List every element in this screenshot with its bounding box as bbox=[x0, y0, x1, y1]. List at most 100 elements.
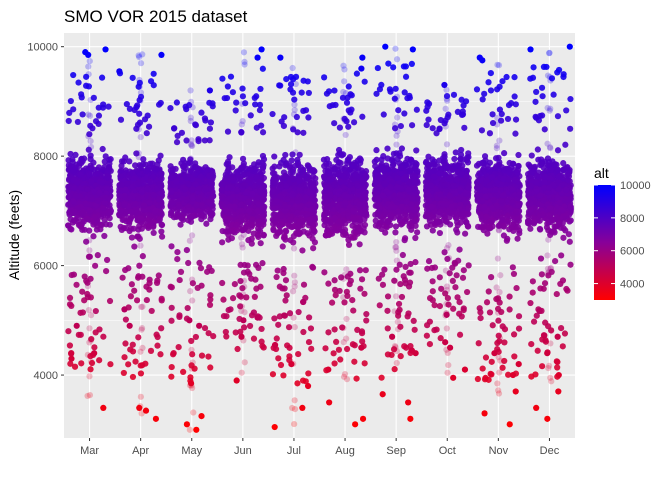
data-point bbox=[103, 221, 110, 228]
data-point bbox=[287, 86, 294, 93]
data-point bbox=[361, 290, 368, 297]
data-point bbox=[409, 46, 416, 53]
data-point bbox=[85, 63, 92, 70]
data-point bbox=[289, 190, 296, 198]
data-point bbox=[342, 131, 349, 139]
data-point bbox=[292, 80, 299, 88]
data-point bbox=[134, 102, 141, 109]
data-point bbox=[270, 226, 277, 233]
data-point bbox=[401, 237, 408, 244]
data-point bbox=[189, 194, 196, 201]
data-point bbox=[87, 201, 94, 208]
data-point bbox=[177, 268, 185, 276]
data-point bbox=[397, 122, 404, 130]
data-point bbox=[337, 171, 345, 178]
data-point bbox=[392, 223, 400, 230]
data-point bbox=[253, 174, 261, 181]
data-point bbox=[353, 375, 360, 382]
data-point bbox=[86, 112, 94, 119]
data-point bbox=[87, 137, 94, 145]
data-point bbox=[136, 79, 143, 86]
data-point bbox=[289, 404, 296, 412]
data-point bbox=[278, 221, 285, 228]
data-point bbox=[393, 257, 400, 264]
data-point bbox=[65, 117, 72, 125]
data-point bbox=[350, 119, 358, 126]
data-point bbox=[196, 322, 203, 329]
data-point bbox=[126, 218, 133, 225]
data-point bbox=[321, 211, 328, 218]
data-point bbox=[259, 342, 266, 350]
data-point bbox=[230, 177, 237, 184]
data-point bbox=[361, 201, 369, 208]
data-point bbox=[223, 94, 231, 102]
data-point bbox=[95, 164, 103, 171]
data-point bbox=[137, 60, 145, 67]
data-point bbox=[233, 221, 240, 228]
data-point bbox=[86, 58, 93, 65]
data-point bbox=[241, 58, 248, 65]
data-point bbox=[281, 114, 288, 121]
data-point bbox=[154, 342, 161, 349]
data-point bbox=[131, 287, 138, 294]
data-point bbox=[152, 207, 159, 214]
data-point bbox=[247, 179, 254, 186]
data-point bbox=[145, 224, 152, 231]
data-point bbox=[198, 202, 205, 209]
data-point bbox=[188, 276, 196, 283]
data-point bbox=[356, 241, 363, 248]
data-point bbox=[143, 296, 150, 304]
data-point bbox=[254, 208, 261, 215]
data-point bbox=[335, 204, 342, 211]
data-point bbox=[87, 337, 95, 344]
data-point bbox=[238, 128, 245, 136]
data-point bbox=[189, 384, 196, 392]
data-point bbox=[296, 177, 303, 184]
data-point bbox=[81, 297, 88, 304]
data-point bbox=[254, 54, 261, 61]
data-point bbox=[280, 269, 287, 277]
data-point bbox=[328, 175, 335, 182]
data-point bbox=[107, 361, 114, 368]
data-point bbox=[92, 307, 99, 315]
data-point bbox=[189, 351, 196, 358]
data-point bbox=[176, 276, 183, 284]
data-point bbox=[398, 203, 405, 210]
data-point bbox=[326, 399, 333, 406]
data-point bbox=[95, 112, 103, 119]
data-point bbox=[397, 185, 404, 192]
data-point bbox=[408, 122, 416, 129]
data-point bbox=[308, 206, 315, 213]
data-point bbox=[192, 122, 200, 129]
data-point bbox=[412, 350, 419, 357]
data-point bbox=[96, 326, 103, 333]
data-point bbox=[206, 301, 214, 309]
data-point bbox=[105, 103, 112, 110]
data-point bbox=[392, 293, 400, 300]
data-point bbox=[71, 184, 78, 192]
data-point bbox=[155, 272, 162, 279]
data-point bbox=[281, 174, 289, 181]
data-point bbox=[173, 99, 180, 106]
data-point bbox=[348, 106, 355, 113]
data-point bbox=[401, 343, 408, 350]
data-point bbox=[374, 211, 381, 218]
data-point bbox=[135, 149, 142, 157]
data-point bbox=[132, 200, 139, 208]
data-point bbox=[299, 404, 306, 411]
data-point bbox=[289, 151, 296, 158]
data-point bbox=[96, 357, 103, 364]
data-point bbox=[138, 326, 145, 333]
data-point bbox=[269, 110, 276, 118]
data-point bbox=[153, 279, 161, 287]
data-point bbox=[254, 232, 262, 239]
data-point bbox=[188, 232, 196, 239]
data-point bbox=[74, 118, 81, 126]
data-point bbox=[189, 297, 196, 304]
data-point bbox=[280, 234, 288, 241]
data-point bbox=[182, 186, 189, 193]
data-point bbox=[341, 230, 348, 237]
data-point bbox=[248, 240, 255, 247]
data-point bbox=[150, 191, 157, 199]
data-point bbox=[260, 221, 267, 228]
